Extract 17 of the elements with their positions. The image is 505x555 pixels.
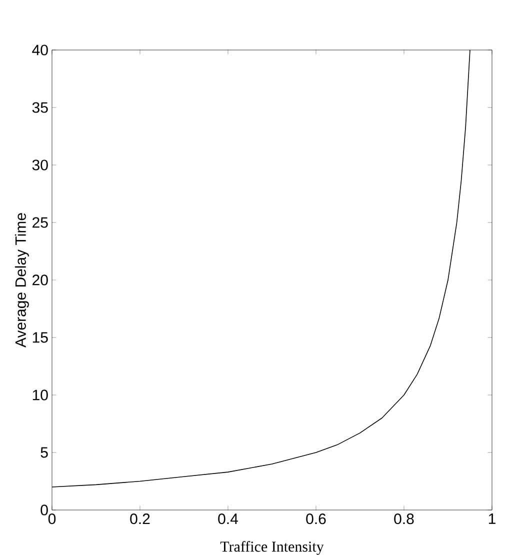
x-tick-label: 0.8 (394, 514, 414, 524)
y-tick-label: 15 (32, 332, 48, 343)
x-tick-label: 0.2 (130, 514, 150, 524)
x-tick-label: 1 (488, 514, 496, 524)
y-tick-label: 0 (40, 504, 48, 516)
y-tick-label: 35 (32, 102, 48, 113)
x-tick-label: 0 (48, 514, 56, 524)
y-tick-label: 5 (40, 447, 48, 458)
y-axis-title: Average Delay Time (14, 213, 29, 348)
y-tick-label: 25 (32, 217, 48, 228)
y-tick-label: 20 (32, 274, 48, 286)
x-axis-title: Traffice Intensity (220, 541, 324, 555)
y-tick-label: 30 (32, 160, 48, 170)
x-tick-label: 0.6 (306, 514, 326, 524)
x-tick-label: 0.4 (218, 514, 238, 524)
y-tick-label: 40 (32, 44, 48, 56)
y-tick-label: 10 (32, 390, 48, 400)
